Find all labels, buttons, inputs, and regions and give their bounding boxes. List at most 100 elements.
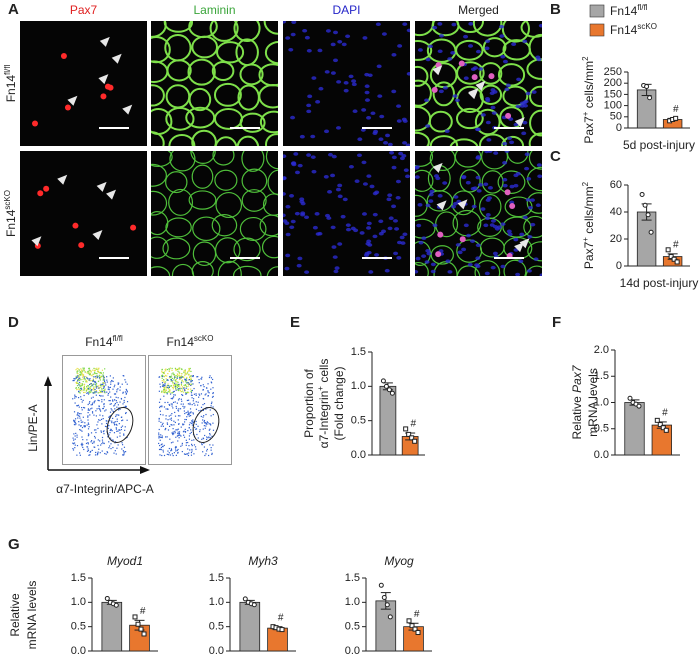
- arrowhead: [519, 238, 530, 249]
- flow-event: [109, 386, 111, 388]
- flow-event: [99, 408, 101, 410]
- flow-event: [72, 437, 74, 439]
- fiber: [266, 266, 278, 276]
- flow-event: [167, 391, 169, 393]
- flow-event: [90, 397, 93, 399]
- flow-event: [169, 454, 172, 456]
- flow-event: [158, 432, 160, 434]
- flow-event: [124, 379, 126, 381]
- data-point: [673, 115, 679, 121]
- flow-event: [117, 404, 119, 406]
- nucleus: [509, 140, 515, 145]
- nucleus: [525, 91, 531, 96]
- flow-event: [179, 434, 181, 436]
- flow-event: [178, 408, 180, 410]
- flow-event: [116, 447, 118, 449]
- nucleus: [403, 168, 409, 172]
- flow-event: [78, 375, 80, 377]
- nucleus: [330, 71, 336, 75]
- nucleus: [311, 169, 317, 174]
- nucleus: [499, 24, 505, 29]
- flow-event: [94, 391, 96, 393]
- flow-event: [95, 372, 97, 375]
- nucleus: [516, 77, 522, 82]
- flow-event: [176, 381, 178, 383]
- flow-event: [88, 371, 90, 373]
- y-axis-label-part: 2: [581, 56, 590, 61]
- flow-event: [170, 385, 172, 387]
- flow-event: [79, 381, 81, 384]
- nucleus: [304, 215, 310, 220]
- flow-event: [77, 379, 79, 381]
- nucleus: [519, 232, 525, 237]
- flow-event: [103, 380, 106, 382]
- nucleus: [294, 211, 300, 216]
- fiber: [265, 151, 278, 170]
- flow-event: [114, 421, 116, 423]
- nucleus: [421, 236, 427, 240]
- flow-event: [97, 369, 99, 371]
- flow-event: [83, 367, 85, 369]
- flow-event: [176, 373, 178, 375]
- flow-event: [174, 367, 177, 369]
- flow-event: [112, 380, 114, 383]
- nucleus: [285, 36, 291, 40]
- flow-event: [163, 389, 165, 391]
- flow-event: [73, 419, 75, 421]
- fiber: [214, 169, 238, 191]
- flow-event: [164, 389, 166, 391]
- flow-frame: [62, 355, 146, 465]
- flow-event: [211, 453, 213, 456]
- nucleus: [369, 184, 375, 189]
- flow-event: [184, 421, 186, 423]
- flow-event: [99, 414, 101, 416]
- flow-event: [83, 406, 85, 409]
- flow-event: [183, 386, 186, 388]
- flow-event: [168, 377, 171, 379]
- flow-event: [108, 424, 110, 427]
- flow-event: [193, 387, 195, 390]
- pax7-cell: [60, 53, 67, 60]
- flow-event: [187, 399, 190, 401]
- flow-event: [124, 451, 127, 453]
- y-tick-label: 1.0: [594, 396, 609, 408]
- flow-event: [170, 397, 172, 400]
- nucleus: [374, 253, 380, 257]
- nucleus: [348, 74, 354, 79]
- flow-event: [177, 410, 180, 412]
- y-axis-label-part: +: [581, 111, 590, 116]
- flow-event: [159, 436, 161, 438]
- flow-event: [177, 415, 180, 417]
- flow-event: [165, 387, 168, 389]
- flow-event: [200, 415, 202, 418]
- nucleus: [396, 240, 402, 245]
- flow-event: [103, 404, 105, 406]
- fiber: [192, 216, 221, 242]
- flow-event: [172, 432, 174, 435]
- flow-event: [87, 415, 89, 417]
- flow-event: [126, 436, 128, 438]
- flow-event: [123, 401, 125, 403]
- flow-event: [87, 393, 90, 395]
- flow-event: [167, 387, 169, 389]
- flow-event: [206, 423, 208, 425]
- flow-event: [166, 423, 169, 425]
- nucleus: [294, 170, 300, 175]
- nucleus: [445, 259, 451, 263]
- pax7-cell: [435, 251, 442, 258]
- nucleus: [324, 213, 330, 218]
- pax7-cell: [100, 93, 107, 100]
- flow-event: [159, 410, 161, 412]
- flow-event: [90, 382, 92, 385]
- nucleus: [437, 22, 443, 26]
- flow-event: [73, 433, 75, 435]
- flow-event: [79, 452, 81, 454]
- flow-event: [99, 410, 102, 412]
- flow-event: [188, 391, 190, 394]
- flow-event: [115, 453, 117, 455]
- nucleus: [522, 120, 528, 125]
- y-axis-label-part: Pax7: [582, 241, 596, 269]
- flow-event: [168, 370, 171, 372]
- nucleus: [507, 136, 513, 141]
- fiber: [474, 108, 501, 136]
